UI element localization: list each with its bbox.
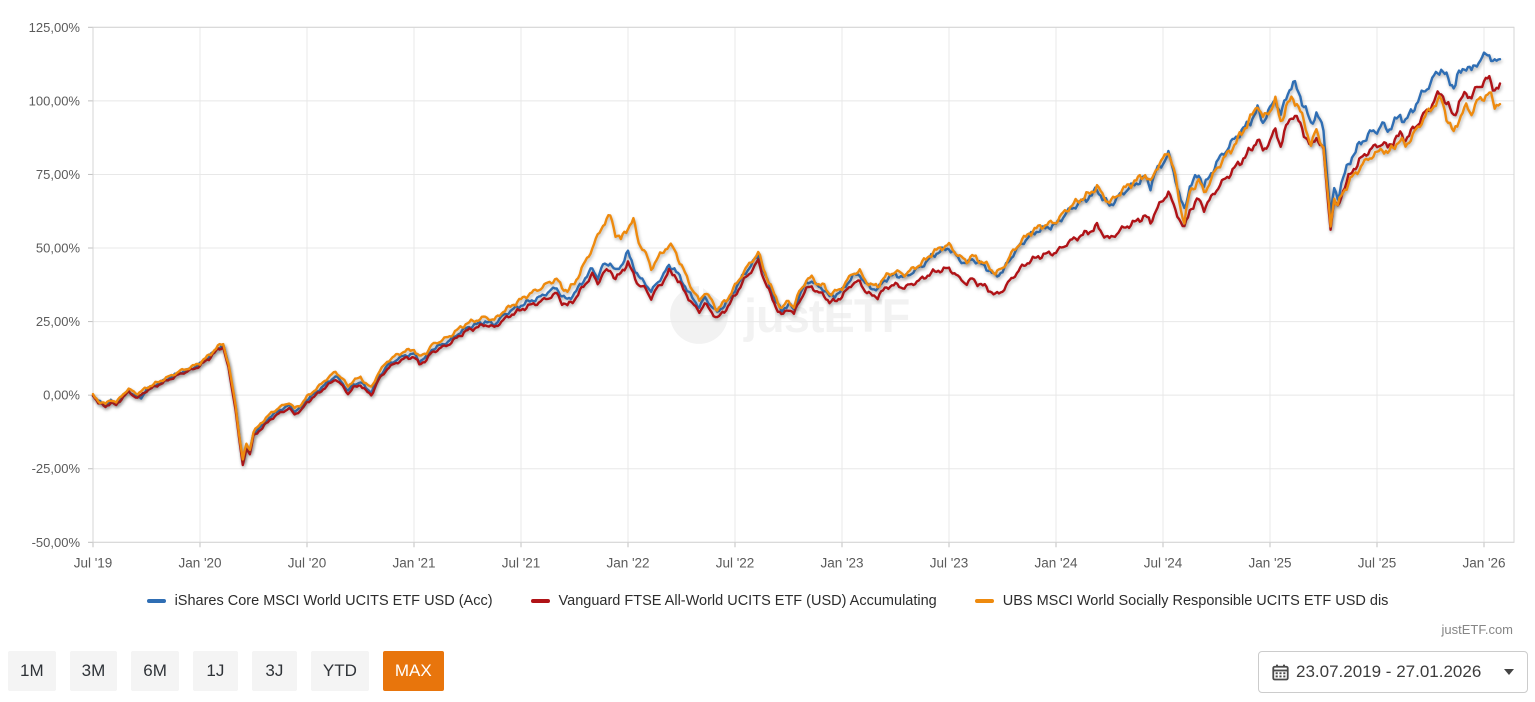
x-axis-label: Jan '24: [1034, 555, 1078, 570]
x-axis-label: Jul '19: [74, 555, 113, 570]
x-axis-label: Jul '25: [1358, 555, 1397, 570]
y-axis-label: 25,00%: [36, 314, 81, 329]
legend-item-1[interactable]: Vanguard FTSE All-World UCITS ETF (USD) …: [530, 593, 937, 609]
legend-marker-icon: [974, 599, 994, 603]
x-axis-label: Jul '23: [930, 555, 969, 570]
date-range-picker[interactable]: 23.07.2019 - 27.01.2026: [1258, 651, 1528, 693]
y-axis-label: 100,00%: [29, 93, 81, 108]
justetf-attribution-link[interactable]: justETF.com: [1441, 622, 1513, 637]
x-axis-label: Jul '22: [716, 555, 755, 570]
caret-down-icon: [1504, 669, 1514, 675]
range-button-max[interactable]: MAX: [382, 651, 444, 691]
x-axis-label: Jul '20: [288, 555, 327, 570]
range-button-1j[interactable]: 1J: [192, 651, 238, 691]
x-axis-label: Jul '21: [502, 555, 541, 570]
range-button-ytd[interactable]: YTD: [310, 651, 369, 691]
performance-chart[interactable]: 125,00% 100,00% 75,00% 50,00% 25,00% 0,00% -25…: [0, 0, 1535, 585]
time-range-buttons: 1M 3M 6M 1J 3J YTD MAX: [8, 651, 444, 691]
calendar-icon: [1272, 664, 1289, 680]
y-axis-label: 125,00%: [29, 20, 81, 35]
x-axis-label: Jul '24: [1144, 555, 1183, 570]
y-axis-label: 75,00%: [36, 167, 81, 182]
legend-item-0[interactable]: iShares Core MSCI World UCITS ETF USD (A…: [146, 593, 493, 609]
legend-label: UBS MSCI World Socially Responsible UCIT…: [1002, 593, 1389, 609]
date-range-value: 23.07.2019 - 27.01.2026: [1296, 662, 1482, 681]
legend-marker-icon: [530, 599, 550, 603]
range-button-3m[interactable]: 3M: [69, 651, 118, 691]
legend-label: Vanguard FTSE All-World UCITS ETF (USD) …: [558, 593, 937, 609]
range-button-3j[interactable]: 3J: [251, 651, 297, 691]
x-axis-label: Jan '25: [1248, 555, 1291, 570]
range-button-6m[interactable]: 6M: [131, 651, 179, 691]
y-axis-label: 50,00%: [36, 241, 81, 256]
y-axis-label: -25,00%: [32, 461, 81, 476]
range-button-1m[interactable]: 1M: [8, 651, 56, 691]
plot-border: [92, 26, 1515, 543]
x-axis-label: Jan '26: [1462, 555, 1505, 570]
x-axis-label: Jan '22: [606, 555, 649, 570]
y-axis-label: 0,00%: [43, 388, 80, 403]
legend-marker-icon: [146, 599, 166, 603]
legend-item-2[interactable]: UBS MSCI World Socially Responsible UCIT…: [974, 593, 1389, 609]
x-axis-label: Jan '21: [392, 555, 435, 570]
series-line-1[interactable]: [91, 74, 1502, 467]
y-axis-label: -50,00%: [32, 535, 81, 550]
chart-legend: iShares Core MSCI World UCITS ETF USD (A…: [0, 593, 1535, 609]
x-axis-label: Jan '23: [820, 555, 863, 570]
legend-label: iShares Core MSCI World UCITS ETF USD (A…: [174, 593, 493, 609]
x-axis-label: Jan '20: [178, 555, 221, 570]
series-line-2[interactable]: [91, 91, 1502, 461]
series-line-0[interactable]: [91, 51, 1502, 463]
